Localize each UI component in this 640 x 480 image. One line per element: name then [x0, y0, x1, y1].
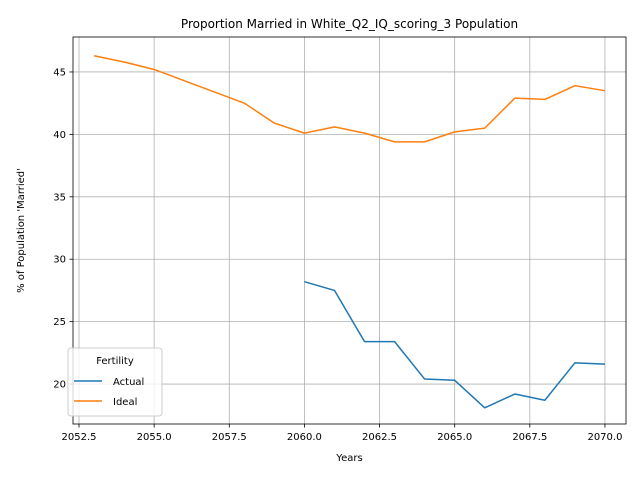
y-tick-label: 45 [53, 67, 66, 78]
x-tick-label: 2062.5 [362, 432, 397, 443]
x-axis-title: Years [335, 453, 362, 464]
x-tick-label: 2057.5 [212, 432, 247, 443]
y-tick-label: 20 [53, 380, 66, 391]
grid [73, 37, 626, 424]
legend-title: Fertility [96, 356, 134, 367]
legend-label-ideal: Ideal [113, 397, 137, 408]
legend-box [67, 347, 163, 417]
x-tick-label: 2065.0 [437, 432, 472, 443]
axis-ticks: 2052.5 2055.0 2057.5 2060.0 2062.5 2065.0 2067… [53, 67, 622, 443]
y-tick-label: 25 [53, 317, 66, 328]
y-tick-label: 35 [53, 192, 66, 203]
x-tick-label: 2052.5 [62, 432, 97, 443]
series-line-ideal [93, 54, 606, 143]
plot-frame [72, 36, 627, 425]
y-axis-title: % of Population 'Married' [16, 168, 27, 293]
x-tick-label: 2067.5 [512, 432, 547, 443]
legend-label-actual: Actual [113, 377, 144, 388]
series-line-actual [304, 280, 605, 409]
chart-title: Proportion Married in White_Q2_IQ_scorin… [181, 17, 518, 31]
y-tick-label: 40 [53, 130, 66, 141]
x-tick-label: 2060.0 [287, 432, 322, 443]
legend: Fertility Actual Ideal [67, 347, 163, 417]
x-tick-label: 2070.0 [587, 432, 622, 443]
series-lines [93, 54, 606, 409]
y-tick-label: 30 [53, 255, 66, 266]
x-tick-label: 2055.0 [137, 432, 172, 443]
